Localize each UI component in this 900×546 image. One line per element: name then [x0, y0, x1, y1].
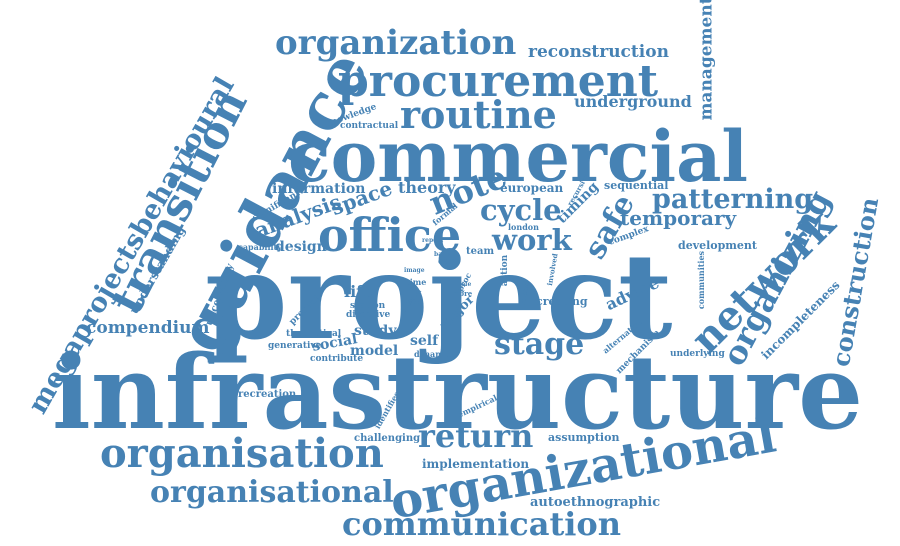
- word-contribute: contribute: [310, 354, 364, 364]
- word-infrastructure: infrastructure: [52, 333, 864, 453]
- word-underground: underground: [574, 92, 692, 111]
- word-model: model: [350, 343, 399, 359]
- word-time: time: [406, 277, 427, 287]
- word-reconstruction: reconstruction: [528, 42, 669, 62]
- word-dynamic: dynamic: [414, 349, 452, 359]
- word-work: work: [492, 223, 572, 257]
- word-routine: routine: [400, 92, 557, 137]
- word-return: return: [418, 417, 534, 455]
- word-patterning: patterning: [652, 184, 814, 215]
- word-underlying: underlying: [670, 349, 725, 359]
- word-office: office: [318, 208, 462, 262]
- word-london: london: [508, 222, 539, 232]
- word-find: find: [408, 299, 421, 306]
- word-recreation: recreation: [238, 389, 297, 400]
- word-generative: generative: [268, 341, 322, 351]
- word-directive: directive: [346, 310, 391, 320]
- word-development: development: [678, 239, 758, 252]
- word-study: study: [354, 323, 397, 339]
- word-image: image: [404, 267, 425, 274]
- word-sequential: sequential: [604, 179, 669, 192]
- word-contractual: contractual: [340, 121, 399, 131]
- word-challenging: challenging: [354, 433, 421, 444]
- word-cycle: cycle: [480, 193, 562, 227]
- word-temporary: temporary: [620, 206, 737, 230]
- word-stage: stage: [494, 327, 585, 362]
- word-assumption: assumption: [548, 431, 620, 444]
- word-action: action: [500, 254, 511, 287]
- word-management: management: [696, 0, 717, 121]
- word-role: role: [458, 281, 472, 288]
- word-project: project: [205, 227, 673, 366]
- word-case: case: [438, 257, 461, 267]
- word-capability: capability: [238, 242, 282, 252]
- word-self: self: [410, 333, 439, 349]
- word-theoretical: theoretical: [286, 329, 342, 339]
- word-organisation: organisation: [100, 430, 384, 477]
- word-team: team: [466, 246, 495, 257]
- word-bank: bank: [434, 251, 451, 258]
- word-european: european: [500, 181, 564, 195]
- word-autoethnographic: autoethnographic: [530, 495, 661, 510]
- word-communication: communication: [342, 505, 621, 543]
- word-communities: communities: [696, 250, 707, 310]
- word-organization: organization: [275, 23, 517, 63]
- word-life: life: [344, 282, 374, 301]
- word-compendium: compendium: [86, 318, 210, 338]
- word-station: station: [350, 301, 386, 311]
- word-information: information: [272, 181, 366, 197]
- word-theory: theory: [398, 178, 456, 197]
- word-organisational: organisational: [150, 475, 394, 510]
- word-implementation: implementation: [422, 457, 530, 471]
- word-design: design: [275, 239, 327, 255]
- word-creating: creating: [536, 295, 588, 308]
- word-report: report: [422, 237, 444, 244]
- word-commercial: commercial: [288, 115, 749, 198]
- word-more: more: [452, 289, 473, 298]
- word-procurement: procurement: [338, 56, 659, 107]
